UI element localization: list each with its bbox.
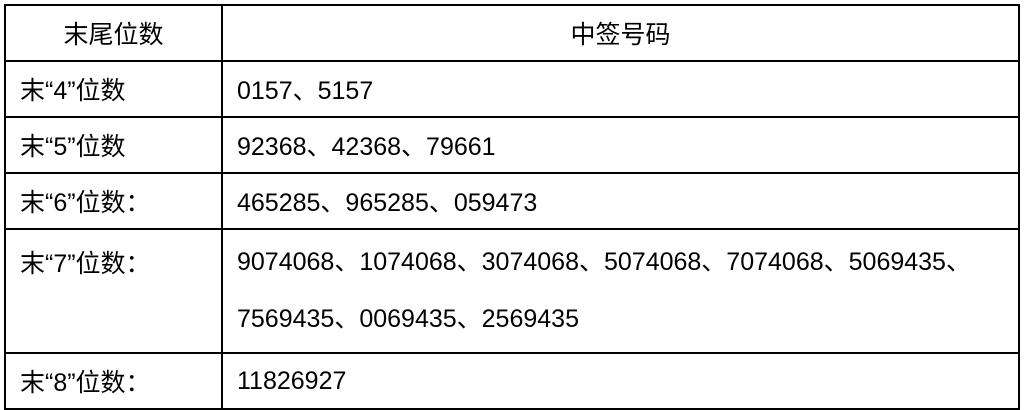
row-codes: 9074068、1074068、3074068、5074068、7074068、… — [221, 228, 1020, 354]
table-row: 末“4”位数 0157、5157 — [4, 60, 1020, 118]
row-label: 末“8”位数： — [4, 352, 223, 410]
header-winning-numbers: 中签号码 — [221, 4, 1020, 62]
table-row: 末“6”位数： 465285、965285、059473 — [4, 172, 1020, 230]
row-label: 末“6”位数： — [4, 172, 223, 230]
header-tail-digits: 末尾位数 — [4, 4, 223, 62]
row-label: 末“5”位数 — [4, 116, 223, 174]
table-row: 末“7”位数： 9074068、1074068、3074068、5074068、… — [4, 228, 1020, 354]
table-row: 末“5”位数 92368、42368、79661 — [4, 116, 1020, 174]
table-header-row: 末尾位数 中签号码 — [4, 4, 1020, 62]
row-label: 末“7”位数： — [4, 228, 223, 354]
row-codes: 11826927 — [221, 352, 1020, 410]
row-codes: 0157、5157 — [221, 60, 1020, 118]
row-codes: 465285、965285、059473 — [221, 172, 1020, 230]
table-row: 末“8”位数： 11826927 — [4, 352, 1020, 410]
row-label: 末“4”位数 — [4, 60, 223, 118]
row-codes: 92368、42368、79661 — [221, 116, 1020, 174]
winning-numbers-table: 末尾位数 中签号码 末“4”位数 0157、5157 末“5”位数 92368、… — [4, 4, 1020, 410]
